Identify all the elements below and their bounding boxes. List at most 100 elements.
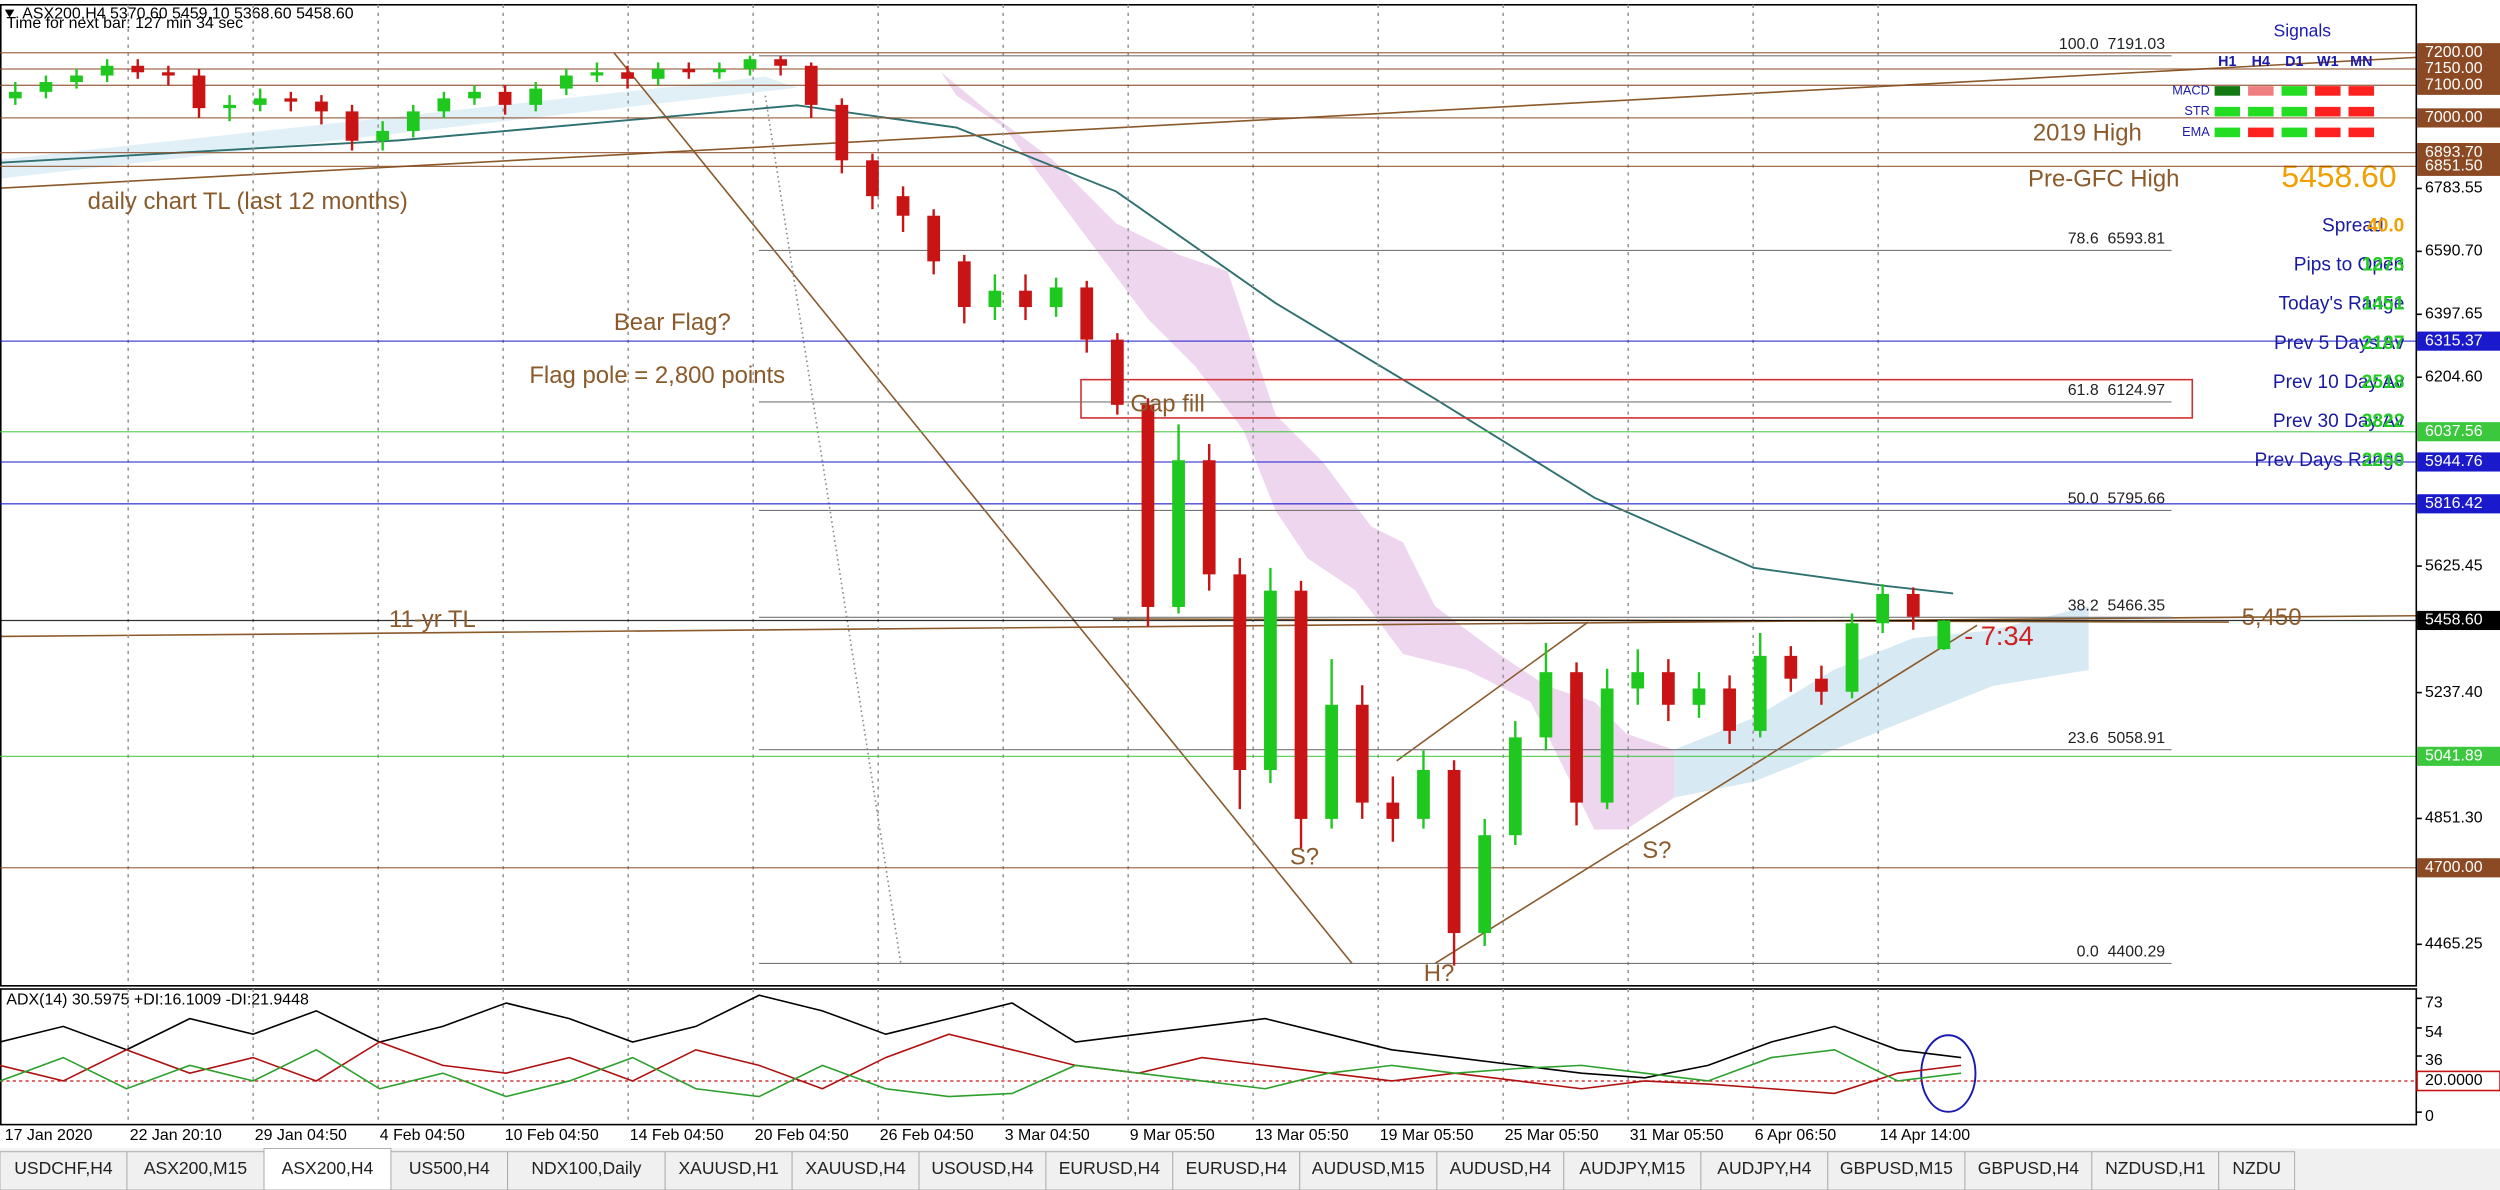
tab-label[interactable]: NZDUSD,H1 bbox=[2105, 1158, 2205, 1178]
tab-label[interactable]: EURUSD,H4 bbox=[1186, 1158, 1288, 1178]
gap-fill-box bbox=[1080, 378, 2194, 419]
level-box bbox=[2417, 75, 2500, 95]
candle-body bbox=[559, 75, 573, 89]
candle-body bbox=[1264, 590, 1277, 770]
tab[interactable] bbox=[1299, 1151, 1438, 1190]
tab[interactable] bbox=[1700, 1151, 1829, 1190]
candle-body bbox=[315, 101, 328, 112]
tab[interactable] bbox=[1172, 1151, 1301, 1190]
candle-body bbox=[253, 98, 267, 105]
y-tick-label: 36 bbox=[2425, 1052, 2443, 1069]
annotation: S? bbox=[1642, 837, 1671, 864]
tab[interactable] bbox=[390, 1151, 509, 1190]
tab-label[interactable]: US500,H4 bbox=[409, 1158, 490, 1178]
y-tick-label: 73 bbox=[2425, 994, 2443, 1011]
trend-line bbox=[613, 52, 1353, 964]
candle-body bbox=[1447, 769, 1461, 934]
tab[interactable] bbox=[1563, 1151, 1702, 1190]
tab-label[interactable]: GBPUSD,M15 bbox=[1840, 1158, 1953, 1178]
candle-body bbox=[8, 91, 22, 99]
candle-body bbox=[1080, 287, 1094, 340]
level-box bbox=[2416, 1070, 2500, 1092]
tab[interactable] bbox=[507, 1151, 666, 1190]
info-label: Spread bbox=[2322, 216, 2384, 237]
x-tick-label: 20 Feb 04:50 bbox=[755, 1127, 849, 1144]
tab[interactable] bbox=[0, 1151, 128, 1190]
x-tick-label: 17 Jan 2020 bbox=[5, 1127, 93, 1144]
y-tick-label: 5625.45 bbox=[2425, 557, 2483, 574]
signal-box bbox=[2214, 86, 2241, 96]
tab-label[interactable]: ASX200,H4 bbox=[282, 1158, 374, 1178]
tab-label[interactable]: NDX100,Daily bbox=[531, 1158, 641, 1178]
candle-body bbox=[161, 72, 175, 76]
fib-label: 38.2 5466.35 bbox=[2068, 597, 2166, 614]
indicator-title: ADX(14) 30.5975 +DI:16.1009 -DI:21.9448 bbox=[6, 991, 309, 1008]
tab[interactable] bbox=[1436, 1151, 1565, 1190]
info-label: Prev 5 Days Av bbox=[2274, 333, 2405, 354]
info-value: 2518 bbox=[2362, 372, 2405, 393]
tab-label[interactable]: NZDU bbox=[2232, 1158, 2281, 1178]
candle-body bbox=[1019, 290, 1032, 308]
tab-label[interactable]: AUDUSD,H4 bbox=[1450, 1158, 1552, 1178]
signal-box bbox=[2248, 127, 2274, 138]
signal-box bbox=[2248, 86, 2274, 96]
tab-label[interactable]: AUDJPY,H4 bbox=[1717, 1158, 1811, 1178]
info-value: 1273 bbox=[2362, 255, 2405, 276]
candle-body bbox=[1723, 688, 1736, 731]
signal-column: D1 bbox=[2285, 54, 2303, 70]
tab-label[interactable]: AUDJPY,M15 bbox=[1579, 1158, 1685, 1178]
signal-box bbox=[2281, 127, 2308, 138]
signal-column: H4 bbox=[2252, 54, 2270, 70]
x-tick-label: 29 Jan 04:50 bbox=[255, 1127, 347, 1144]
signal-column: H1 bbox=[2218, 54, 2236, 70]
tab[interactable] bbox=[126, 1151, 265, 1190]
tab[interactable] bbox=[1964, 1151, 2093, 1190]
info-label: Prev Days Range bbox=[2254, 450, 2404, 471]
tab-label[interactable]: GBPUSD,H4 bbox=[1978, 1158, 2080, 1178]
candle-body bbox=[957, 261, 971, 308]
x-tick-label: 26 Feb 04:50 bbox=[880, 1127, 974, 1144]
info-label: Prev 10 Day Av bbox=[2273, 372, 2405, 393]
y-tick-label: 6590.70 bbox=[2425, 243, 2483, 260]
x-tick-label: 4 Feb 04:50 bbox=[380, 1127, 465, 1144]
candle-body bbox=[1661, 672, 1675, 705]
signal-box bbox=[2315, 127, 2341, 138]
tab[interactable] bbox=[1045, 1151, 1174, 1190]
level-box bbox=[2417, 494, 2500, 514]
tab-label[interactable]: XAUUSD,H1 bbox=[678, 1158, 778, 1178]
y-tick-label: 4851.30 bbox=[2425, 810, 2483, 827]
tab-label[interactable]: AUDUSD,M15 bbox=[1312, 1158, 1425, 1178]
candle-body bbox=[1386, 802, 1400, 819]
signal-box bbox=[2348, 127, 2375, 138]
tab-label[interactable]: USDCHF,H4 bbox=[14, 1158, 113, 1178]
level-label: 20.0000 bbox=[2425, 1072, 2483, 1089]
y-tick-label: 54 bbox=[2425, 1024, 2443, 1041]
candle-body bbox=[1600, 688, 1614, 803]
signal-box bbox=[2214, 127, 2241, 138]
candle-body bbox=[131, 65, 145, 73]
tab-label[interactable]: EURUSD,H4 bbox=[1059, 1158, 1161, 1178]
tab-label[interactable]: ASX200,M15 bbox=[144, 1158, 248, 1178]
info-value: 2260 bbox=[2362, 450, 2405, 471]
candle-body bbox=[1141, 404, 1155, 607]
tab[interactable] bbox=[2218, 1151, 2296, 1190]
x-tick-label: 9 Mar 05:50 bbox=[1130, 1127, 1215, 1144]
tab-label[interactable]: USOUSD,H4 bbox=[931, 1158, 1034, 1178]
candle-body bbox=[223, 104, 236, 109]
tab[interactable] bbox=[263, 1148, 392, 1190]
candle-body bbox=[1631, 672, 1645, 689]
trend-line bbox=[1434, 624, 1978, 965]
tab[interactable] bbox=[2091, 1151, 2220, 1190]
candle-body bbox=[1355, 704, 1369, 803]
signal-box bbox=[2281, 106, 2308, 117]
level-label: 6851.50 bbox=[2425, 158, 2483, 175]
countdown: - 7:34 bbox=[1964, 620, 2033, 651]
tab[interactable] bbox=[664, 1151, 793, 1190]
tab-label[interactable]: XAUUSD,H4 bbox=[805, 1158, 906, 1178]
tab[interactable] bbox=[1827, 1151, 1966, 1190]
candle-body bbox=[713, 69, 726, 73]
candle-body bbox=[1325, 704, 1339, 819]
tab[interactable] bbox=[918, 1151, 1047, 1190]
current-price: 5458.60 bbox=[2281, 158, 2396, 194]
